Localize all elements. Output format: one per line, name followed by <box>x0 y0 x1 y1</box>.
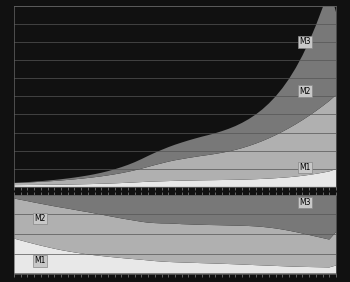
Text: M3: M3 <box>299 38 310 47</box>
Text: M3: M3 <box>299 198 310 207</box>
Text: M2: M2 <box>34 214 46 223</box>
Text: M1: M1 <box>34 256 46 265</box>
Text: M1: M1 <box>299 163 310 172</box>
Text: M2: M2 <box>299 87 310 96</box>
